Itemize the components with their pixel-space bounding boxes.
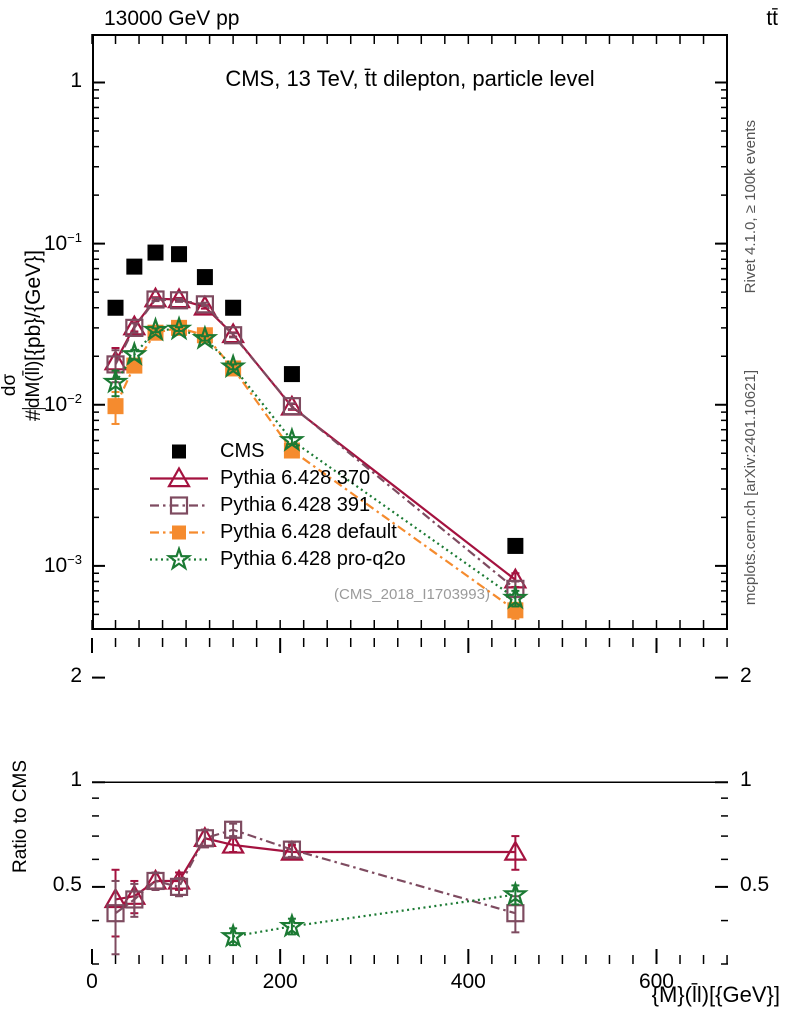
analysis-id-watermark: (CMS_2018_I1703993): [334, 586, 490, 603]
ratio-y-tick-label-right: 0.5: [740, 872, 770, 896]
y-tick-exponent: −2: [67, 390, 82, 406]
y-tick-exponent: −3: [67, 551, 82, 567]
legend-item-4[interactable]: Pythia 6.428 pro-q2o: [148, 545, 406, 573]
y-tick-label: 10−3: [12, 552, 82, 578]
x-tick-label: 400: [450, 970, 486, 993]
ratio-y-tick-label: 0.5: [52, 872, 82, 896]
ratio-y-tick-label-right: 1: [740, 768, 752, 792]
legend-marker-open-star-icon: [148, 545, 210, 573]
legend-label: Pythia 6.428 default: [220, 521, 397, 543]
y-tick-label: 10−2: [12, 391, 82, 417]
plot-title: CMS, 13 TeV, t̄t dilepton, particle leve…: [225, 66, 595, 91]
main-plot-frame: [92, 34, 728, 630]
y-tick-mantissa: 10: [43, 231, 68, 255]
legend: CMS Pythia 6.428 370 Pythia 6.428 391 Pythi…: [148, 438, 406, 573]
y-tick-mantissa: 10: [43, 553, 68, 577]
y-tick-label: 1: [12, 69, 82, 93]
x-axis-title: {M}(l̄l)[{GeV}]: [651, 982, 780, 1007]
legend-item-2[interactable]: Pythia 6.428 391: [148, 492, 406, 519]
y-tick-exponent: −1: [67, 229, 82, 245]
header-collision-energy: 13000 GeV pp: [104, 7, 240, 30]
legend-item-0[interactable]: CMS: [148, 438, 406, 465]
legend-label: Pythia 6.428 pro-q2o: [220, 548, 406, 570]
ratio-y-tick-label-right: 2: [740, 663, 752, 687]
x-tick-label: 200: [262, 970, 298, 993]
legend-label: Pythia 6.428 370: [220, 467, 371, 489]
legend-marker-filled-square-icon: [148, 438, 210, 465]
legend-label: Pythia 6.428 391: [220, 494, 371, 516]
x-tick-label: 600: [638, 970, 674, 993]
legend-item-3[interactable]: Pythia 6.428 default: [148, 519, 406, 546]
legend-marker-open-square-icon: [148, 492, 210, 519]
y-tick-mantissa: 1: [70, 68, 82, 92]
legend-marker-filled-square-icon: [148, 519, 210, 546]
legend-item-1[interactable]: Pythia 6.428 370: [148, 465, 406, 492]
y-tick-mantissa: 10: [43, 392, 68, 416]
ratio-y-tick-label: 2: [70, 663, 82, 687]
x-tick-label: 0: [86, 970, 98, 993]
y-tick-label: 10−1: [12, 230, 82, 256]
header-process-label: tt̄: [766, 7, 778, 30]
legend-label: CMS: [220, 440, 265, 462]
ratio-y-tick-label: 1: [70, 768, 82, 792]
legend-marker-open-triangle-icon: [148, 465, 210, 492]
